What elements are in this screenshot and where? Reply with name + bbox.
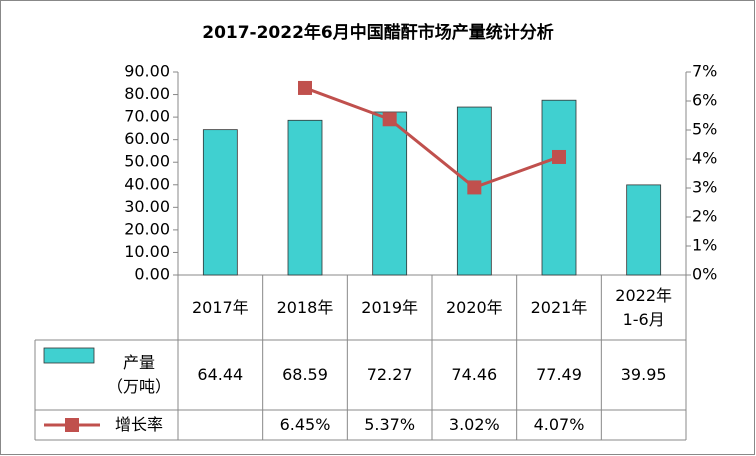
y2-tick-label: 2% [692,207,717,226]
line [304,86,560,190]
y2-tick-label: 1% [692,236,717,255]
marker [467,180,482,195]
y2-tick-label: 3% [692,178,717,197]
y2-tick-label: 4% [692,149,717,168]
x-tick-label: 2022年 1-6月 [615,285,673,329]
bar [541,99,577,276]
y2-tick-label: 0% [692,265,717,284]
legend-swatch [43,347,95,364]
bar [287,119,323,276]
y-tick-label: 20.00 [124,219,170,238]
y-tick-label: 60.00 [124,129,170,148]
y2-tick-label: 6% [692,91,717,110]
data-label: 6.45% [279,415,331,434]
data-label [601,410,686,440]
data-label: 68.59 [282,365,328,384]
data-label: 72.27 [366,365,413,384]
marker [552,149,566,164]
data-label: 5.37% [364,415,416,434]
data-label: 77.49 [536,365,582,384]
data-label: 64.44 [197,365,244,384]
x-tick-label: 2018年 [276,297,334,317]
y2-tick-label: 5% [692,120,717,139]
data-label: 39.95 [620,365,667,384]
x-tick-label: 2021年 [530,297,588,317]
y-tick-label: 50.00 [124,152,170,171]
bar [372,111,408,276]
y-tick-label: 70.00 [124,107,170,126]
x-tick-label: 2020年 [445,297,503,317]
marker [298,80,312,95]
data-label: 74.46 [451,365,498,384]
y-tick-label: 30.00 [124,197,170,216]
bar [626,184,662,276]
x-tick-label: 2017年 [191,297,249,317]
chart-title: 2017-2022年6月中国醋酐市场产量统计分析 [202,22,554,43]
x-tick-label: 2019年 [361,297,419,317]
data-label: 3.02% [448,415,500,434]
legend-marker [65,418,79,432]
y-tick-label: 90.00 [124,62,170,81]
y-tick-label: 0.00 [134,265,170,284]
data-label: 4.07% [533,415,585,434]
legend-label: 产量 （万吨） [106,353,171,396]
legend-label: 增长率 [114,415,163,434]
y-tick-label: 80.00 [124,84,170,103]
bar [202,129,238,276]
y2-tick-label: 7% [692,62,717,81]
y-tick-label: 10.00 [124,242,170,261]
marker [382,112,397,127]
data-label [178,410,263,440]
y-tick-label: 40.00 [124,174,170,193]
